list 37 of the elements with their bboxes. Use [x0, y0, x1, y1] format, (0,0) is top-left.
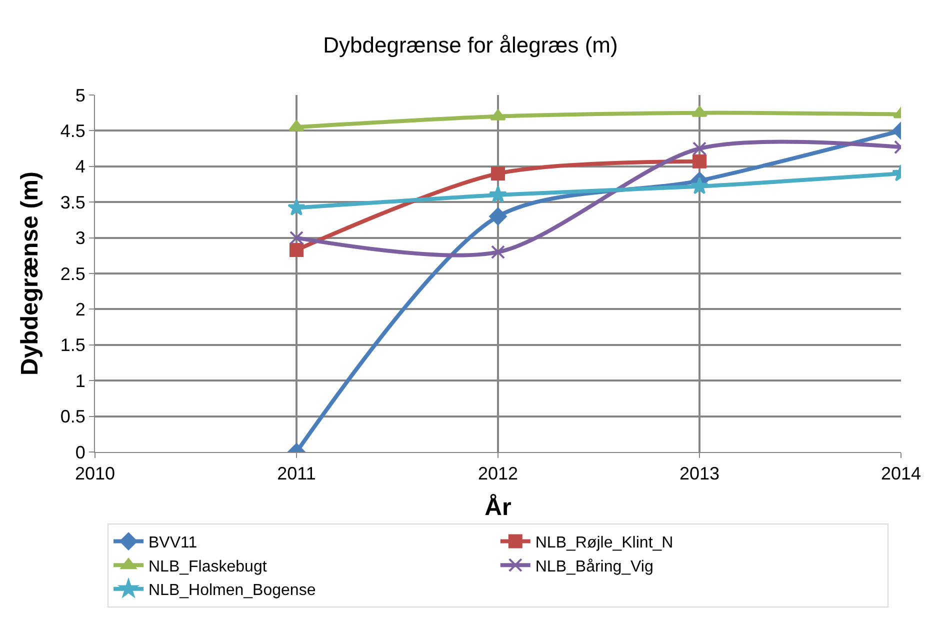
y-tick-label: 3.5	[60, 192, 86, 212]
legend-label: NLB_Flaskebugt	[148, 558, 268, 576]
y-tick-label: 3	[75, 228, 86, 248]
x-tick-label: 2011	[277, 464, 316, 484]
x-axis-title: År	[484, 492, 512, 521]
point	[491, 166, 505, 181]
y-axis-title: Dybdegrænse (m)	[16, 171, 44, 376]
point	[290, 242, 304, 257]
y-tick-label: 5	[75, 85, 86, 106]
legend-label: NLB_Røjle_Klint_N	[535, 534, 674, 552]
point	[692, 106, 708, 117]
point	[690, 176, 708, 194]
y-tick-label: 4	[75, 156, 86, 177]
x-tick-label: 2012	[478, 464, 518, 484]
point	[692, 142, 706, 156]
point	[288, 120, 304, 132]
point	[692, 154, 706, 168]
y-tick-label: 0	[75, 442, 86, 462]
legend-label: NLB_Holmen_Bogense	[148, 582, 316, 600]
point	[290, 230, 304, 245]
chart-title: Dybdegrænse for ålegræs (m)	[323, 32, 618, 58]
y-tick-label: 1	[75, 370, 86, 391]
y-tick-label: 0.5	[60, 406, 86, 427]
point	[489, 186, 507, 203]
y-tick-label: 2	[75, 300, 86, 320]
y-tick-label: 2.5	[60, 264, 86, 284]
x-tick-label: 2014	[880, 464, 922, 484]
y-tick-label: 1.5	[60, 335, 86, 356]
x-tick-label: 2010	[74, 464, 116, 484]
y-tick-label: 4.5	[60, 121, 86, 141]
point	[489, 208, 507, 226]
legend-label: BVV11	[148, 534, 198, 552]
x-tick-label: 2013	[679, 464, 720, 484]
point	[288, 198, 306, 216]
point	[490, 109, 506, 120]
point	[491, 245, 505, 260]
legend-label: NLB_Båring_Vig	[535, 558, 654, 576]
